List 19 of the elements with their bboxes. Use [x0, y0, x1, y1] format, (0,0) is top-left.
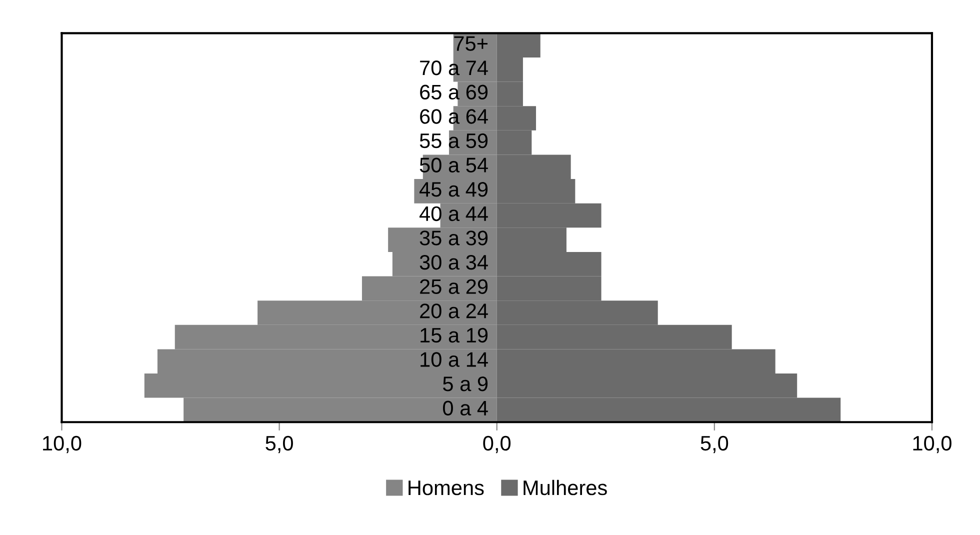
y-tick-label: 35 a 39 — [420, 230, 488, 246]
x-tick-label: 0,0 — [483, 436, 511, 454]
y-tick-label: 40 a 44 — [420, 206, 488, 222]
y-tick-label: 25 a 29 — [420, 279, 488, 294]
y-tick-label: 15 a 19 — [420, 328, 488, 343]
y-tick-label: 20 a 24 — [420, 304, 488, 318]
y-tick-label: 5 a 9 — [443, 376, 488, 392]
legend-label: Mulheres — [524, 480, 607, 496]
y-tick-label: 10 a 14 — [420, 352, 488, 367]
x-tick-label: 10,0 — [43, 436, 82, 454]
x-tick-label: 5,0 — [700, 436, 728, 454]
y-tick-label: 75+ — [454, 36, 488, 51]
legend-label: Homens — [408, 480, 484, 496]
y-tick-label: 0 a 4 — [443, 400, 488, 416]
x-tick-label: 5,0 — [266, 436, 293, 454]
x-tick-label: 10,0 — [913, 436, 952, 454]
y-tick-label: 30 a 34 — [420, 254, 488, 270]
y-tick-label: 45 a 49 — [420, 182, 488, 197]
y-tick-label: 65 a 69 — [420, 84, 488, 100]
